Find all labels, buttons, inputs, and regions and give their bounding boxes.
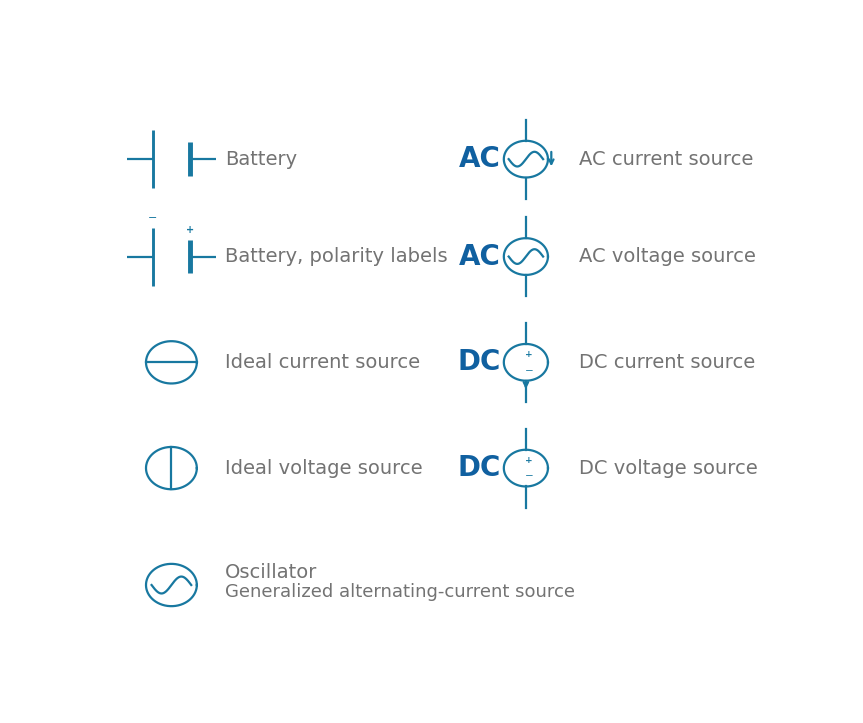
Text: +: +	[526, 456, 533, 465]
Text: DC voltage source: DC voltage source	[579, 458, 759, 478]
Text: +: +	[186, 225, 194, 235]
Text: Ideal voltage source: Ideal voltage source	[225, 458, 423, 478]
Text: AC: AC	[459, 242, 501, 270]
Text: Battery, polarity labels: Battery, polarity labels	[225, 247, 448, 266]
Text: −: −	[525, 366, 533, 376]
Text: Oscillator: Oscillator	[225, 563, 318, 582]
Text: −: −	[148, 213, 157, 223]
Text: DC current source: DC current source	[579, 353, 756, 372]
Text: −: −	[525, 471, 533, 482]
Text: Generalized alternating-current source: Generalized alternating-current source	[225, 583, 575, 602]
Text: AC current source: AC current source	[579, 150, 753, 168]
Text: DC: DC	[457, 348, 501, 377]
Text: DC: DC	[457, 454, 501, 482]
Text: AC voltage source: AC voltage source	[579, 247, 756, 266]
Text: Battery: Battery	[225, 150, 297, 168]
Text: +: +	[526, 350, 533, 359]
Text: Ideal current source: Ideal current source	[225, 353, 420, 372]
Text: AC: AC	[459, 145, 501, 173]
